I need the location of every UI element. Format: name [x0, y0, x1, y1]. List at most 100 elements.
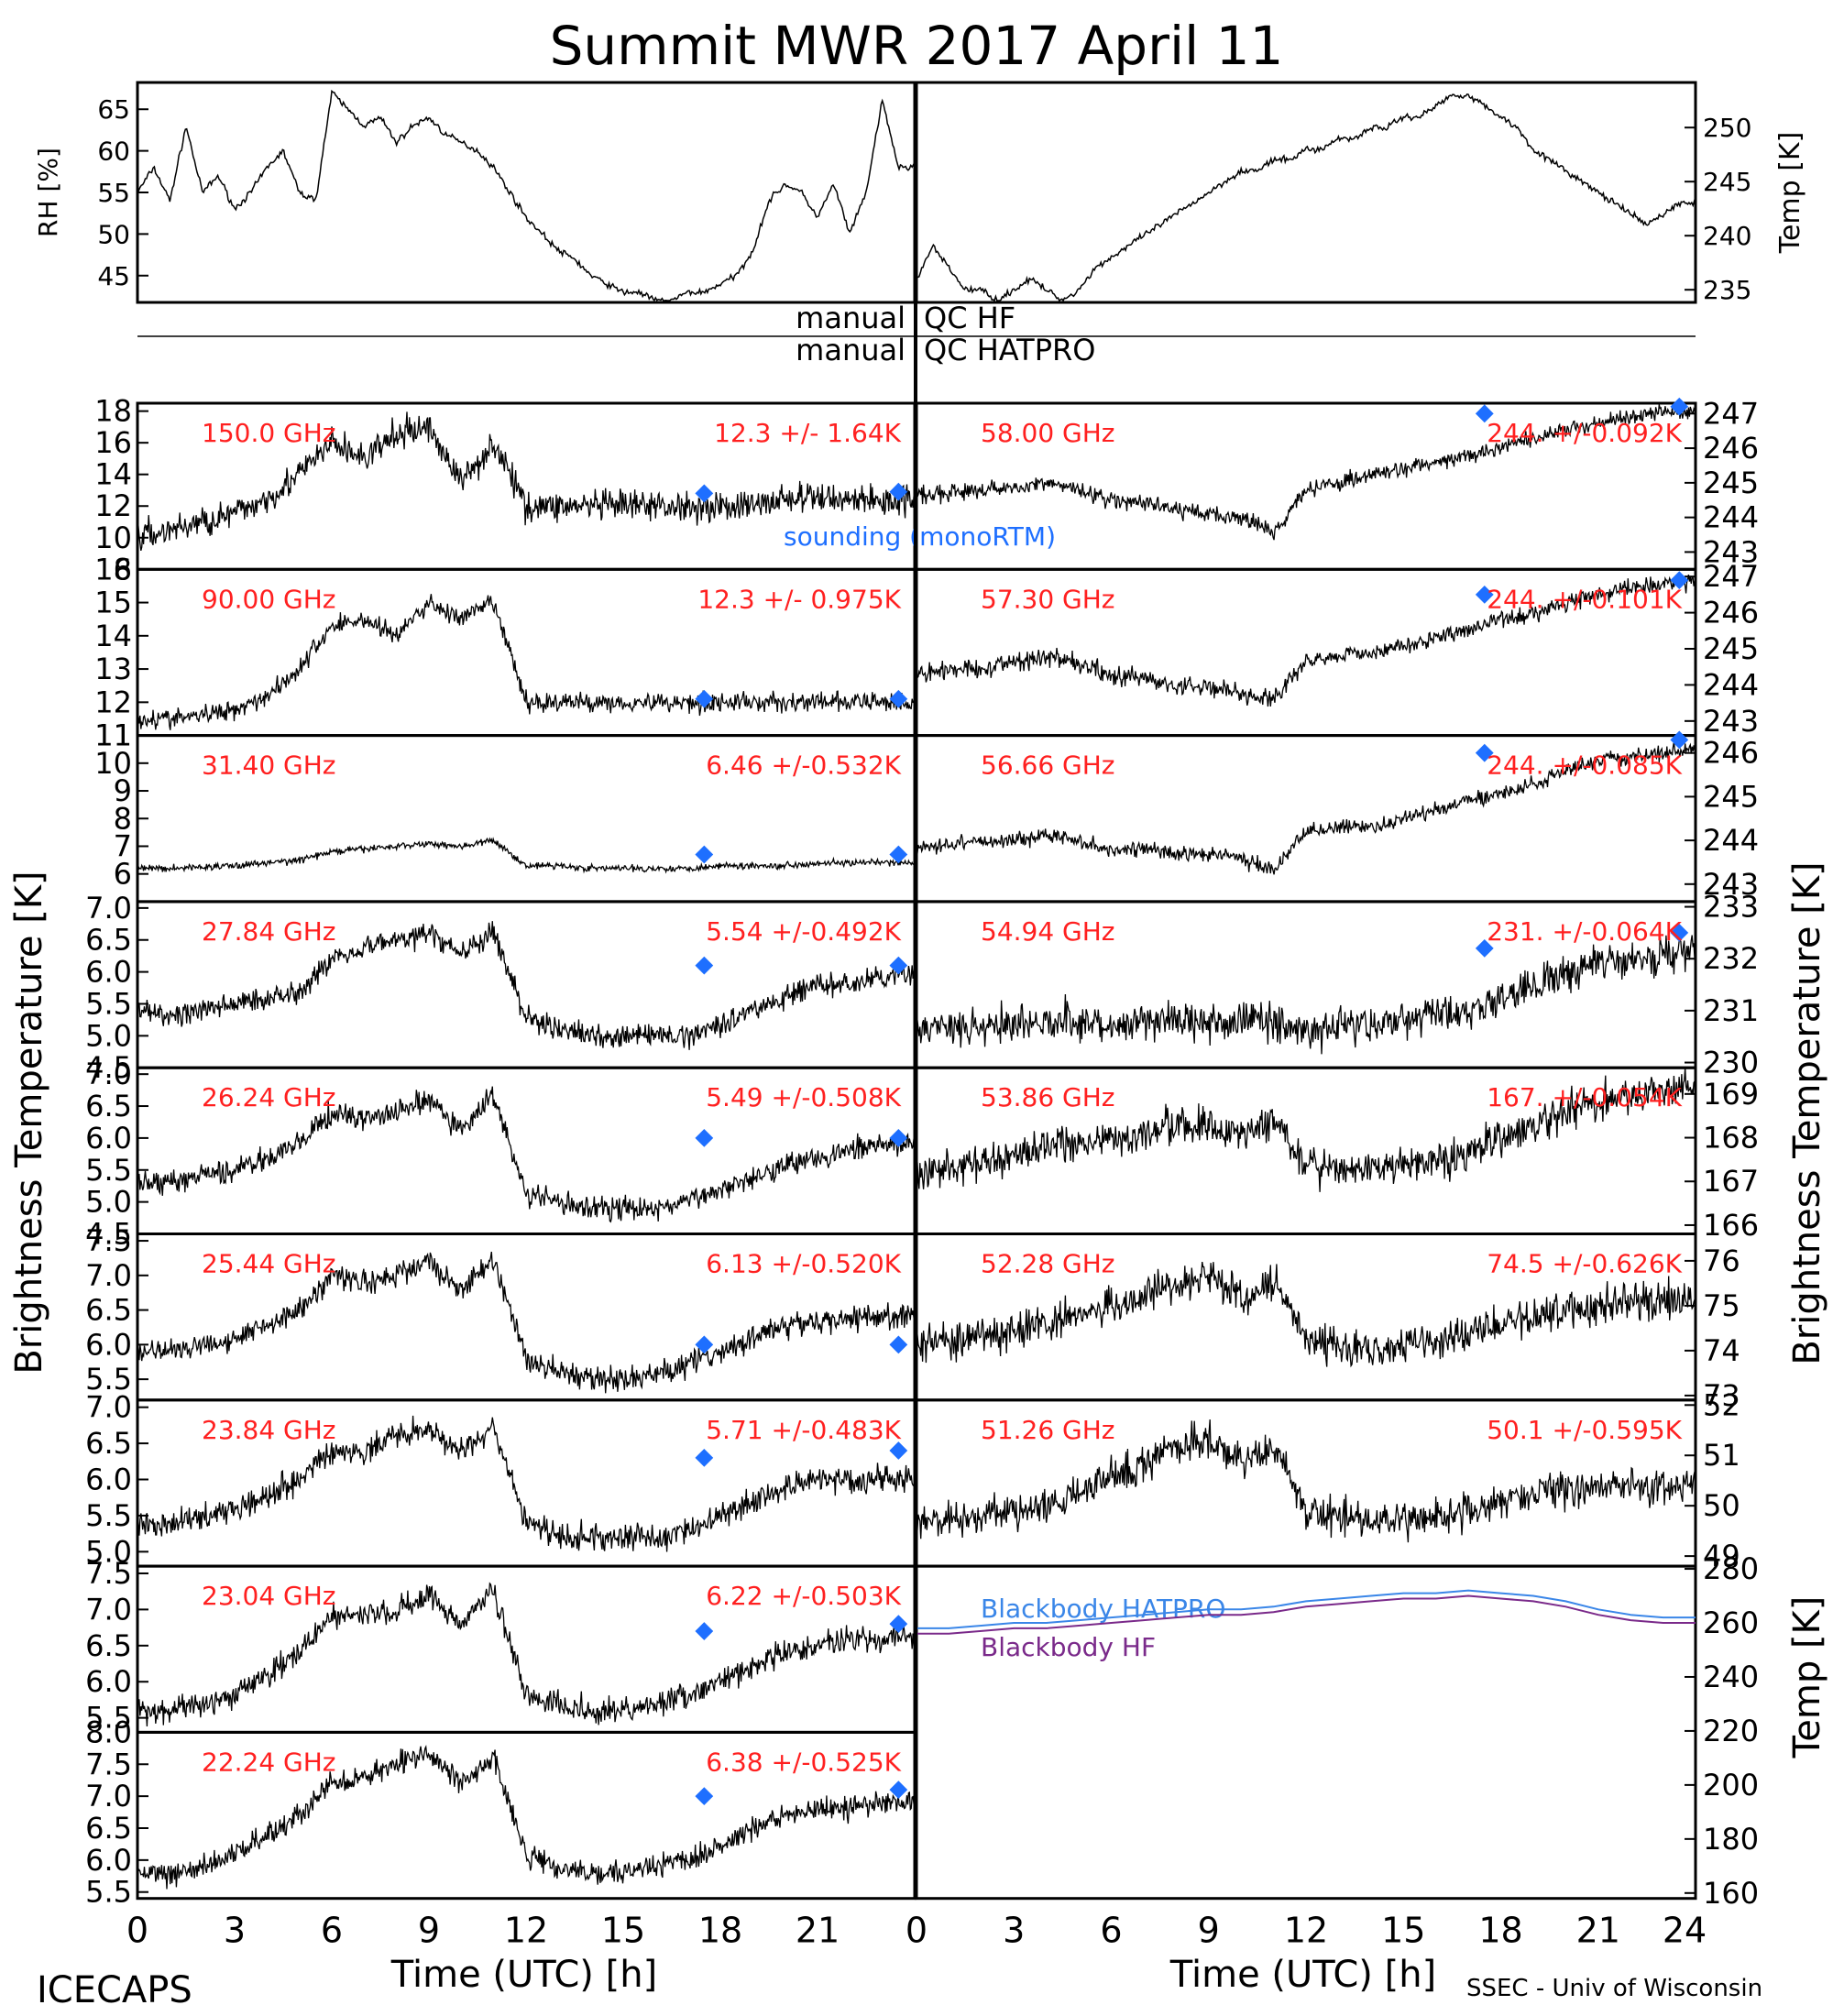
bt-panel-2624: 4.55.05.56.06.57.0 26.24 GHz 5.49 +/-0.508… — [85, 1057, 916, 1252]
y-tick-label: 4.5 — [85, 1217, 132, 1252]
frequency-label: 25.44 GHz — [202, 1249, 336, 1279]
sounding-point — [695, 484, 714, 503]
bt-trace — [137, 411, 916, 552]
y-tick-label: 7.0 — [85, 1779, 132, 1813]
sounding-point — [889, 1441, 908, 1460]
y-tick-label: 6.0 — [85, 1664, 132, 1699]
bb-y-tick-label: 160 — [1703, 1876, 1759, 1911]
temp-tick-label: 245 — [1703, 167, 1751, 197]
y-tick-label: 16 — [94, 552, 132, 586]
y-tick-label: 7.0 — [85, 1258, 132, 1293]
qc-hatpro-left-label: manual — [796, 333, 906, 367]
y-tick-label: 6.5 — [85, 1089, 132, 1123]
x-tick-label-right: 6 — [1100, 1911, 1122, 1951]
y-tick-label: 13 — [94, 652, 132, 686]
frequency-label: 52.28 GHz — [981, 1249, 1115, 1279]
footer-right-label: SSEC - Univ of Wisconsin — [1466, 1975, 1762, 2002]
sounding-point — [889, 1335, 908, 1354]
bt-trace — [916, 404, 1696, 541]
sounding-point — [1475, 585, 1494, 604]
x-tick-label-right: 3 — [1003, 1911, 1025, 1951]
x-tick-label-left: 0 — [126, 1911, 148, 1951]
y-tick-label: 246 — [1703, 431, 1759, 466]
statistic-label: 5.49 +/-0.508K — [706, 1082, 901, 1112]
statistic-label: 6.22 +/-0.503K — [706, 1581, 901, 1611]
meteorology-traces: 45 50 55 60 65 235 240 245 250 — [97, 89, 1751, 305]
y-tick-label: 247 — [1703, 396, 1759, 431]
frequency-label: 53.86 GHz — [981, 1082, 1115, 1112]
sounding-point — [1670, 923, 1689, 942]
y-tick-label: 246 — [1703, 596, 1759, 630]
bt-panel-5386: 166 167 168 169 53.86 GHz 167. +/-0.054K — [915, 1066, 1759, 1243]
rh-trace — [137, 89, 916, 302]
statistic-label: 6.13 +/-0.520K — [706, 1249, 901, 1279]
y-tick-label: 6.5 — [85, 1426, 132, 1461]
statistic-label: 6.46 +/-0.532K — [706, 751, 901, 781]
bt-trace — [137, 921, 916, 1050]
sounding-point — [695, 1129, 714, 1147]
y-tick-label: 5.0 — [85, 1018, 132, 1053]
y-tick-label: 6.0 — [85, 1463, 132, 1497]
statistic-label: 244. +/-0.101K — [1487, 584, 1682, 614]
x-tick-label-left: 15 — [601, 1911, 645, 1951]
frequency-label: 56.66 GHz — [981, 751, 1115, 781]
rh-tick-label: 60 — [97, 137, 130, 167]
sounding-point — [695, 1335, 714, 1354]
sounding-point — [889, 689, 908, 708]
y-tick-label: 233 — [1703, 890, 1759, 925]
y-tick-label: 244 — [1703, 500, 1759, 535]
y-tick-label: 51 — [1703, 1438, 1740, 1473]
statistic-label: 74.5 +/-0.626K — [1487, 1249, 1682, 1279]
y-tick-label: 73 — [1703, 1378, 1740, 1413]
x-tick-label-right: 0 — [906, 1911, 927, 1951]
statistic-label: 12.3 +/- 1.64K — [714, 418, 901, 448]
y-tick-label: 5.5 — [85, 986, 132, 1021]
y-tick-label: 76 — [1703, 1244, 1740, 1278]
y-tick-label: 230 — [1703, 1046, 1759, 1080]
y-tick-label: 243 — [1703, 867, 1759, 902]
x-tick-label-right: 24 — [1663, 1911, 1707, 1951]
bt-trace — [137, 1745, 916, 1890]
sounding-point — [695, 956, 714, 975]
y-tick-label: 231 — [1703, 993, 1759, 1028]
y-tick-label: 12 — [94, 488, 132, 523]
sounding-point — [695, 845, 714, 864]
y-tick-label: 7 — [114, 828, 132, 863]
blackbody-series-label: Blackbody HATPRO — [981, 1594, 1225, 1624]
y-tick-label: 167 — [1703, 1164, 1759, 1199]
bt-trace — [137, 1415, 916, 1552]
y-tick-label: 7.0 — [85, 891, 132, 926]
bt-panel-5666: 243 244 245 246 56.66 GHz 244. +/-0.085K — [915, 730, 1759, 904]
x-tick-label-left: 12 — [504, 1911, 548, 1951]
frequency-label: 54.94 GHz — [981, 916, 1115, 947]
rh-tick-label: 55 — [97, 178, 130, 208]
y-tick-label: 7.5 — [85, 1223, 132, 1258]
x-tick-label-left: 9 — [418, 1911, 440, 1951]
y-tick-label: 14 — [94, 457, 132, 492]
bt-trace — [137, 1582, 916, 1727]
y-tick-label: 6.5 — [85, 1628, 132, 1663]
qc-hf-right-label: QC HF — [924, 301, 1015, 335]
frequency-label: 27.84 GHz — [202, 916, 336, 947]
sounding-legend-label: sounding (monoRTM) — [784, 521, 1056, 552]
y-tick-label: 245 — [1703, 466, 1759, 500]
y-tick-label: 11 — [94, 718, 132, 753]
x-tick-label-right: 9 — [1198, 1911, 1220, 1951]
qc-hatpro-right-label: QC HATPRO — [924, 333, 1095, 367]
right-y-axis-label: Brightness Temperature [K] — [1786, 861, 1828, 1364]
y-tick-label: 6.5 — [85, 1293, 132, 1328]
sounding-point — [1670, 571, 1689, 590]
left-y-axis-label: Brightness Temperature [K] — [8, 871, 50, 1374]
sounding-point — [1670, 730, 1689, 750]
statistic-label: 5.54 +/-0.492K — [706, 916, 901, 947]
rh-tick-label: 50 — [97, 219, 130, 249]
y-tick-label: 244 — [1703, 667, 1759, 702]
y-tick-label: 246 — [1703, 736, 1759, 771]
temp-trace — [916, 93, 1696, 302]
sounding-point — [1670, 397, 1689, 416]
y-tick-label: 7.0 — [85, 1390, 132, 1425]
bb-y-tick-label: 240 — [1703, 1660, 1759, 1694]
